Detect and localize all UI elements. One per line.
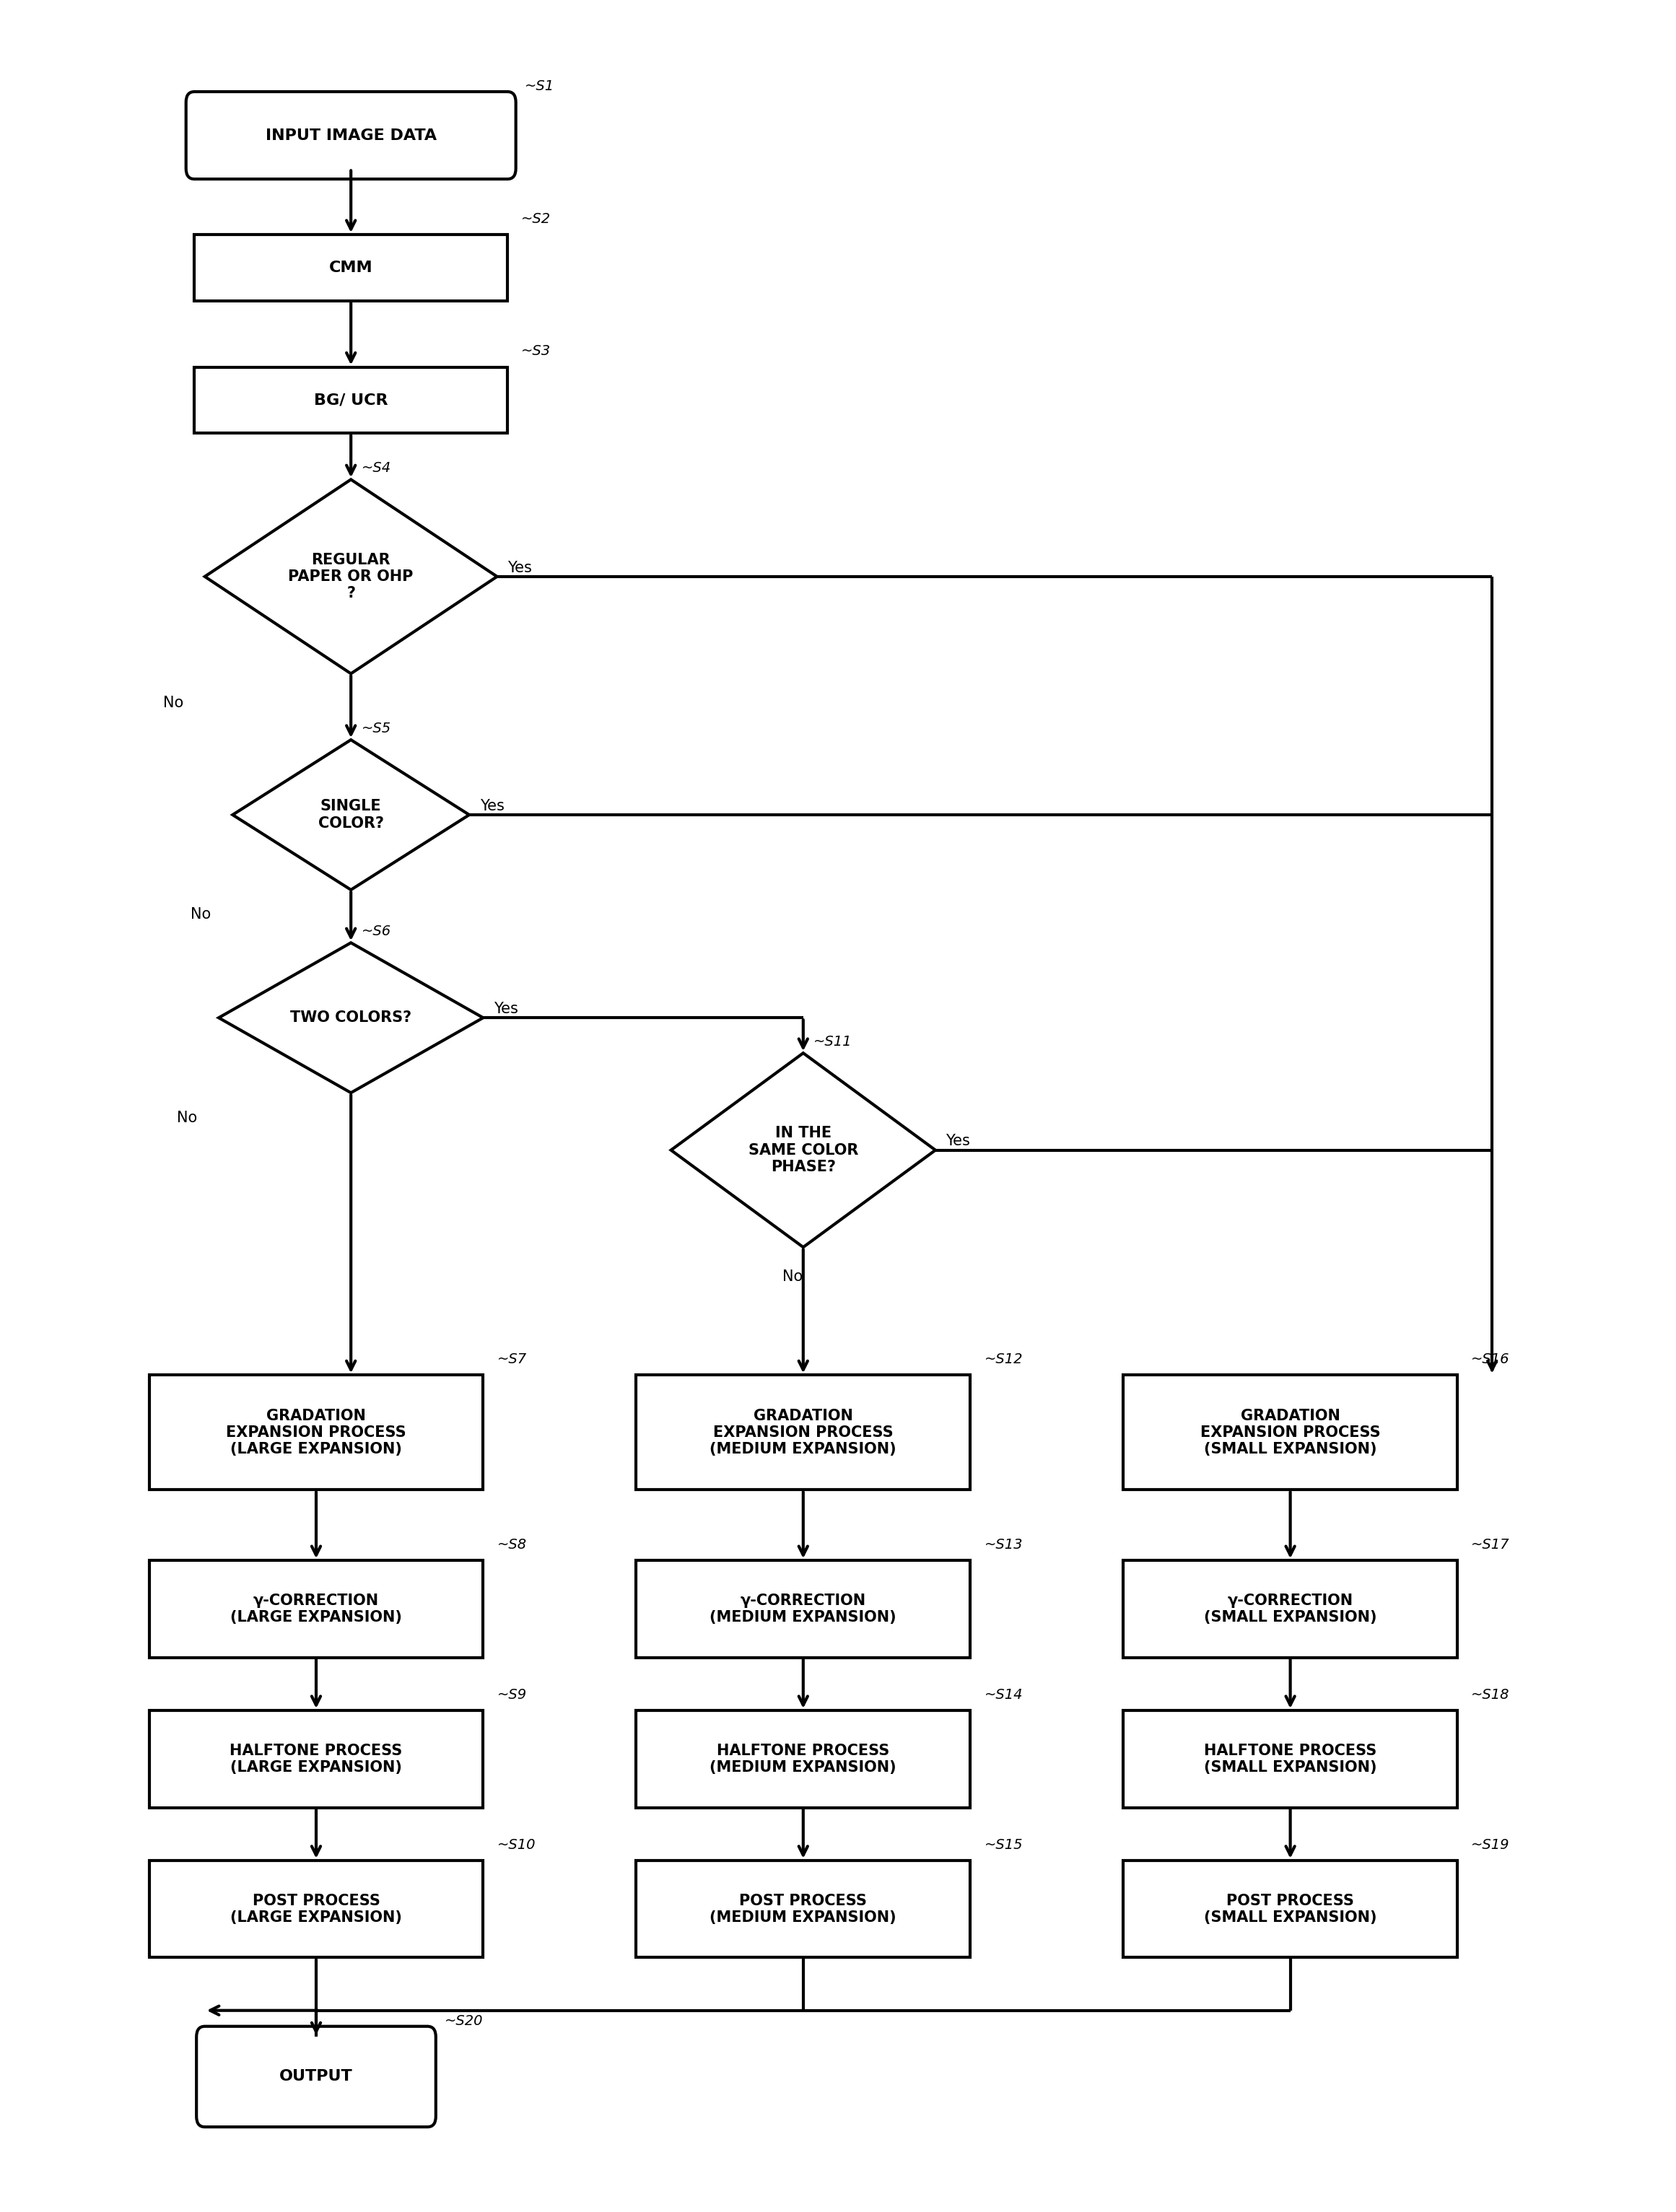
Text: Yes: Yes (508, 560, 531, 575)
Text: ~S11: ~S11 (813, 1035, 853, 1048)
Text: ~S16: ~S16 (1472, 1352, 1510, 1367)
Polygon shape (204, 480, 498, 675)
Polygon shape (670, 1053, 935, 1248)
Bar (149, 1710, 483, 1807)
Text: ~S17: ~S17 (1472, 1537, 1510, 1551)
Text: HALFTONE PROCESS
(SMALL EXPANSION): HALFTONE PROCESS (SMALL EXPANSION) (1203, 1743, 1376, 1774)
Text: Yes: Yes (493, 1002, 518, 1015)
Bar (1123, 1710, 1458, 1807)
Text: ~S6: ~S6 (362, 925, 391, 938)
Bar (637, 1860, 970, 1958)
Text: ~S5: ~S5 (362, 721, 391, 734)
Text: SINGLE
COLOR?: SINGLE COLOR? (318, 799, 384, 830)
Polygon shape (218, 942, 483, 1093)
FancyBboxPatch shape (186, 91, 516, 179)
Text: ~S19: ~S19 (1472, 1838, 1510, 1851)
Text: ~S14: ~S14 (984, 1688, 1022, 1701)
Text: GRADATION
EXPANSION PROCESS
(MEDIUM EXPANSION): GRADATION EXPANSION PROCESS (MEDIUM EXPA… (711, 1409, 897, 1455)
Bar (194, 234, 508, 301)
Text: IN THE
SAME COLOR
PHASE?: IN THE SAME COLOR PHASE? (747, 1126, 858, 1175)
Text: ~S3: ~S3 (521, 345, 551, 358)
Text: ~S12: ~S12 (984, 1352, 1022, 1367)
Text: CMM: CMM (328, 261, 372, 274)
Text: γ-CORRECTION
(SMALL EXPANSION): γ-CORRECTION (SMALL EXPANSION) (1203, 1593, 1376, 1624)
Bar (637, 1376, 970, 1491)
Text: POST PROCESS
(LARGE EXPANSION): POST PROCESS (LARGE EXPANSION) (230, 1893, 402, 1924)
Bar (637, 1559, 970, 1657)
Text: HALFTONE PROCESS
(LARGE EXPANSION): HALFTONE PROCESS (LARGE EXPANSION) (230, 1743, 402, 1774)
Bar (1123, 1559, 1458, 1657)
Text: POST PROCESS
(MEDIUM EXPANSION): POST PROCESS (MEDIUM EXPANSION) (711, 1893, 897, 1924)
Polygon shape (233, 739, 469, 889)
Text: ~S9: ~S9 (498, 1688, 526, 1701)
Bar (194, 367, 508, 434)
Text: HALFTONE PROCESS
(MEDIUM EXPANSION): HALFTONE PROCESS (MEDIUM EXPANSION) (711, 1743, 897, 1774)
Text: ~S13: ~S13 (984, 1537, 1022, 1551)
FancyBboxPatch shape (196, 2026, 436, 2128)
Text: Yes: Yes (945, 1135, 970, 1148)
Text: BG/ UCR: BG/ UCR (313, 394, 387, 407)
Bar (1123, 1376, 1458, 1491)
Text: POST PROCESS
(SMALL EXPANSION): POST PROCESS (SMALL EXPANSION) (1203, 1893, 1376, 1924)
Bar (637, 1710, 970, 1807)
Text: ~S7: ~S7 (498, 1352, 526, 1367)
Text: ~S18: ~S18 (1472, 1688, 1510, 1701)
Text: OUTPUT: OUTPUT (280, 2070, 354, 2084)
Text: Yes: Yes (479, 799, 504, 814)
Text: ~S20: ~S20 (444, 2015, 483, 2028)
Text: INPUT IMAGE DATA: INPUT IMAGE DATA (265, 128, 436, 142)
Bar (149, 1860, 483, 1958)
Text: ~S10: ~S10 (498, 1838, 536, 1851)
Bar (149, 1559, 483, 1657)
Text: GRADATION
EXPANSION PROCESS
(LARGE EXPANSION): GRADATION EXPANSION PROCESS (LARGE EXPAN… (226, 1409, 406, 1455)
Text: TWO COLORS?: TWO COLORS? (290, 1011, 412, 1024)
Text: γ-CORRECTION
(LARGE EXPANSION): γ-CORRECTION (LARGE EXPANSION) (230, 1593, 402, 1624)
Text: REGULAR
PAPER OR OHP
?: REGULAR PAPER OR OHP ? (288, 553, 414, 599)
Text: ~S2: ~S2 (521, 212, 551, 226)
Text: No: No (191, 907, 211, 922)
Bar (1123, 1860, 1458, 1958)
Text: No: No (783, 1270, 803, 1283)
Bar (149, 1376, 483, 1491)
Text: ~S15: ~S15 (984, 1838, 1022, 1851)
Text: No: No (163, 697, 183, 710)
Text: ~S4: ~S4 (362, 462, 391, 476)
Text: γ-CORRECTION
(MEDIUM EXPANSION): γ-CORRECTION (MEDIUM EXPANSION) (711, 1593, 897, 1624)
Text: ~S1: ~S1 (525, 80, 555, 93)
Text: ~S8: ~S8 (498, 1537, 526, 1551)
Text: GRADATION
EXPANSION PROCESS
(SMALL EXPANSION): GRADATION EXPANSION PROCESS (SMALL EXPAN… (1200, 1409, 1381, 1455)
Text: No: No (178, 1110, 198, 1126)
